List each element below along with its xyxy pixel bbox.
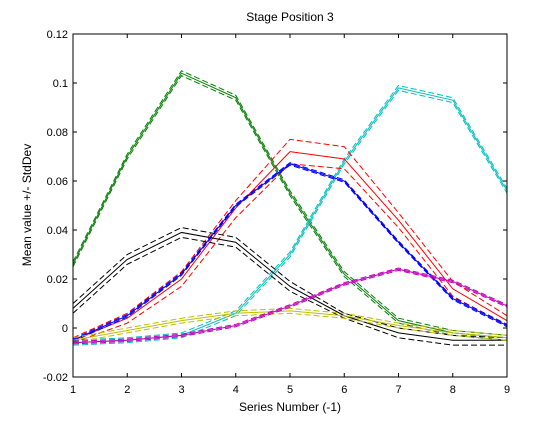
series-2-upper-line	[72, 84, 508, 341]
y-tick-label: 0	[62, 323, 68, 335]
x-tick-label: 2	[124, 384, 130, 396]
series-3	[72, 138, 508, 344]
series-5	[72, 227, 508, 346]
series-4	[72, 162, 508, 342]
x-axis-title: Series Number (-1)	[239, 400, 341, 414]
series-6-mean-line	[72, 310, 508, 341]
series-3-mean-line	[72, 151, 508, 341]
series-6-lower-line	[72, 312, 508, 344]
y-axis-title: Mean value +/- StdDev	[20, 144, 34, 266]
series-5-lower-line	[72, 236, 507, 346]
y-tick-label: 0.1	[53, 78, 68, 90]
y-tick-label: 0.02	[47, 274, 68, 286]
series-4-upper-line	[72, 162, 508, 340]
series-6	[72, 307, 508, 344]
series-7-upper-line	[72, 267, 508, 342]
x-tick-label: 4	[233, 384, 239, 396]
series-7-lower-line	[72, 269, 508, 345]
x-tick-label: 8	[450, 384, 456, 396]
series-5-mean-line	[72, 231, 507, 341]
series-3-lower-line	[72, 163, 508, 344]
series-7	[72, 267, 508, 345]
y-tick-label: 0.06	[47, 176, 68, 188]
series-4-mean-line	[72, 163, 508, 341]
x-tick-label: 3	[178, 384, 184, 396]
x-tick-label: 9	[504, 384, 510, 396]
chart-title: Stage Position 3	[246, 10, 334, 24]
x-tick-label: 7	[395, 384, 401, 396]
series-4-lower-line	[72, 164, 508, 342]
series-layer	[72, 70, 508, 346]
series-7-mean-line	[72, 268, 508, 344]
y-tick-label: 0.08	[47, 127, 68, 139]
series-1	[72, 70, 508, 341]
series-1-lower-line	[72, 75, 508, 341]
x-tick-label: 6	[341, 384, 347, 396]
series-1-mean-line	[72, 72, 508, 339]
x-tick-label: 1	[70, 384, 76, 396]
series-2-lower-line	[72, 89, 508, 346]
axes-layer: 1 2 3 4 5 6 7 8 9 -0.02 0 0.02 0.04 0.06 0.08 0.1 0.12	[43, 29, 510, 396]
x-tick-label: 5	[287, 384, 293, 396]
y-tick-label: -0.02	[43, 372, 68, 384]
series-3-upper-line	[72, 138, 508, 339]
y-tick-label: 0.12	[47, 29, 68, 41]
series-6-upper-line	[72, 307, 508, 339]
series-1-upper-line	[72, 70, 508, 336]
y-tick-label: 0.04	[47, 225, 68, 237]
